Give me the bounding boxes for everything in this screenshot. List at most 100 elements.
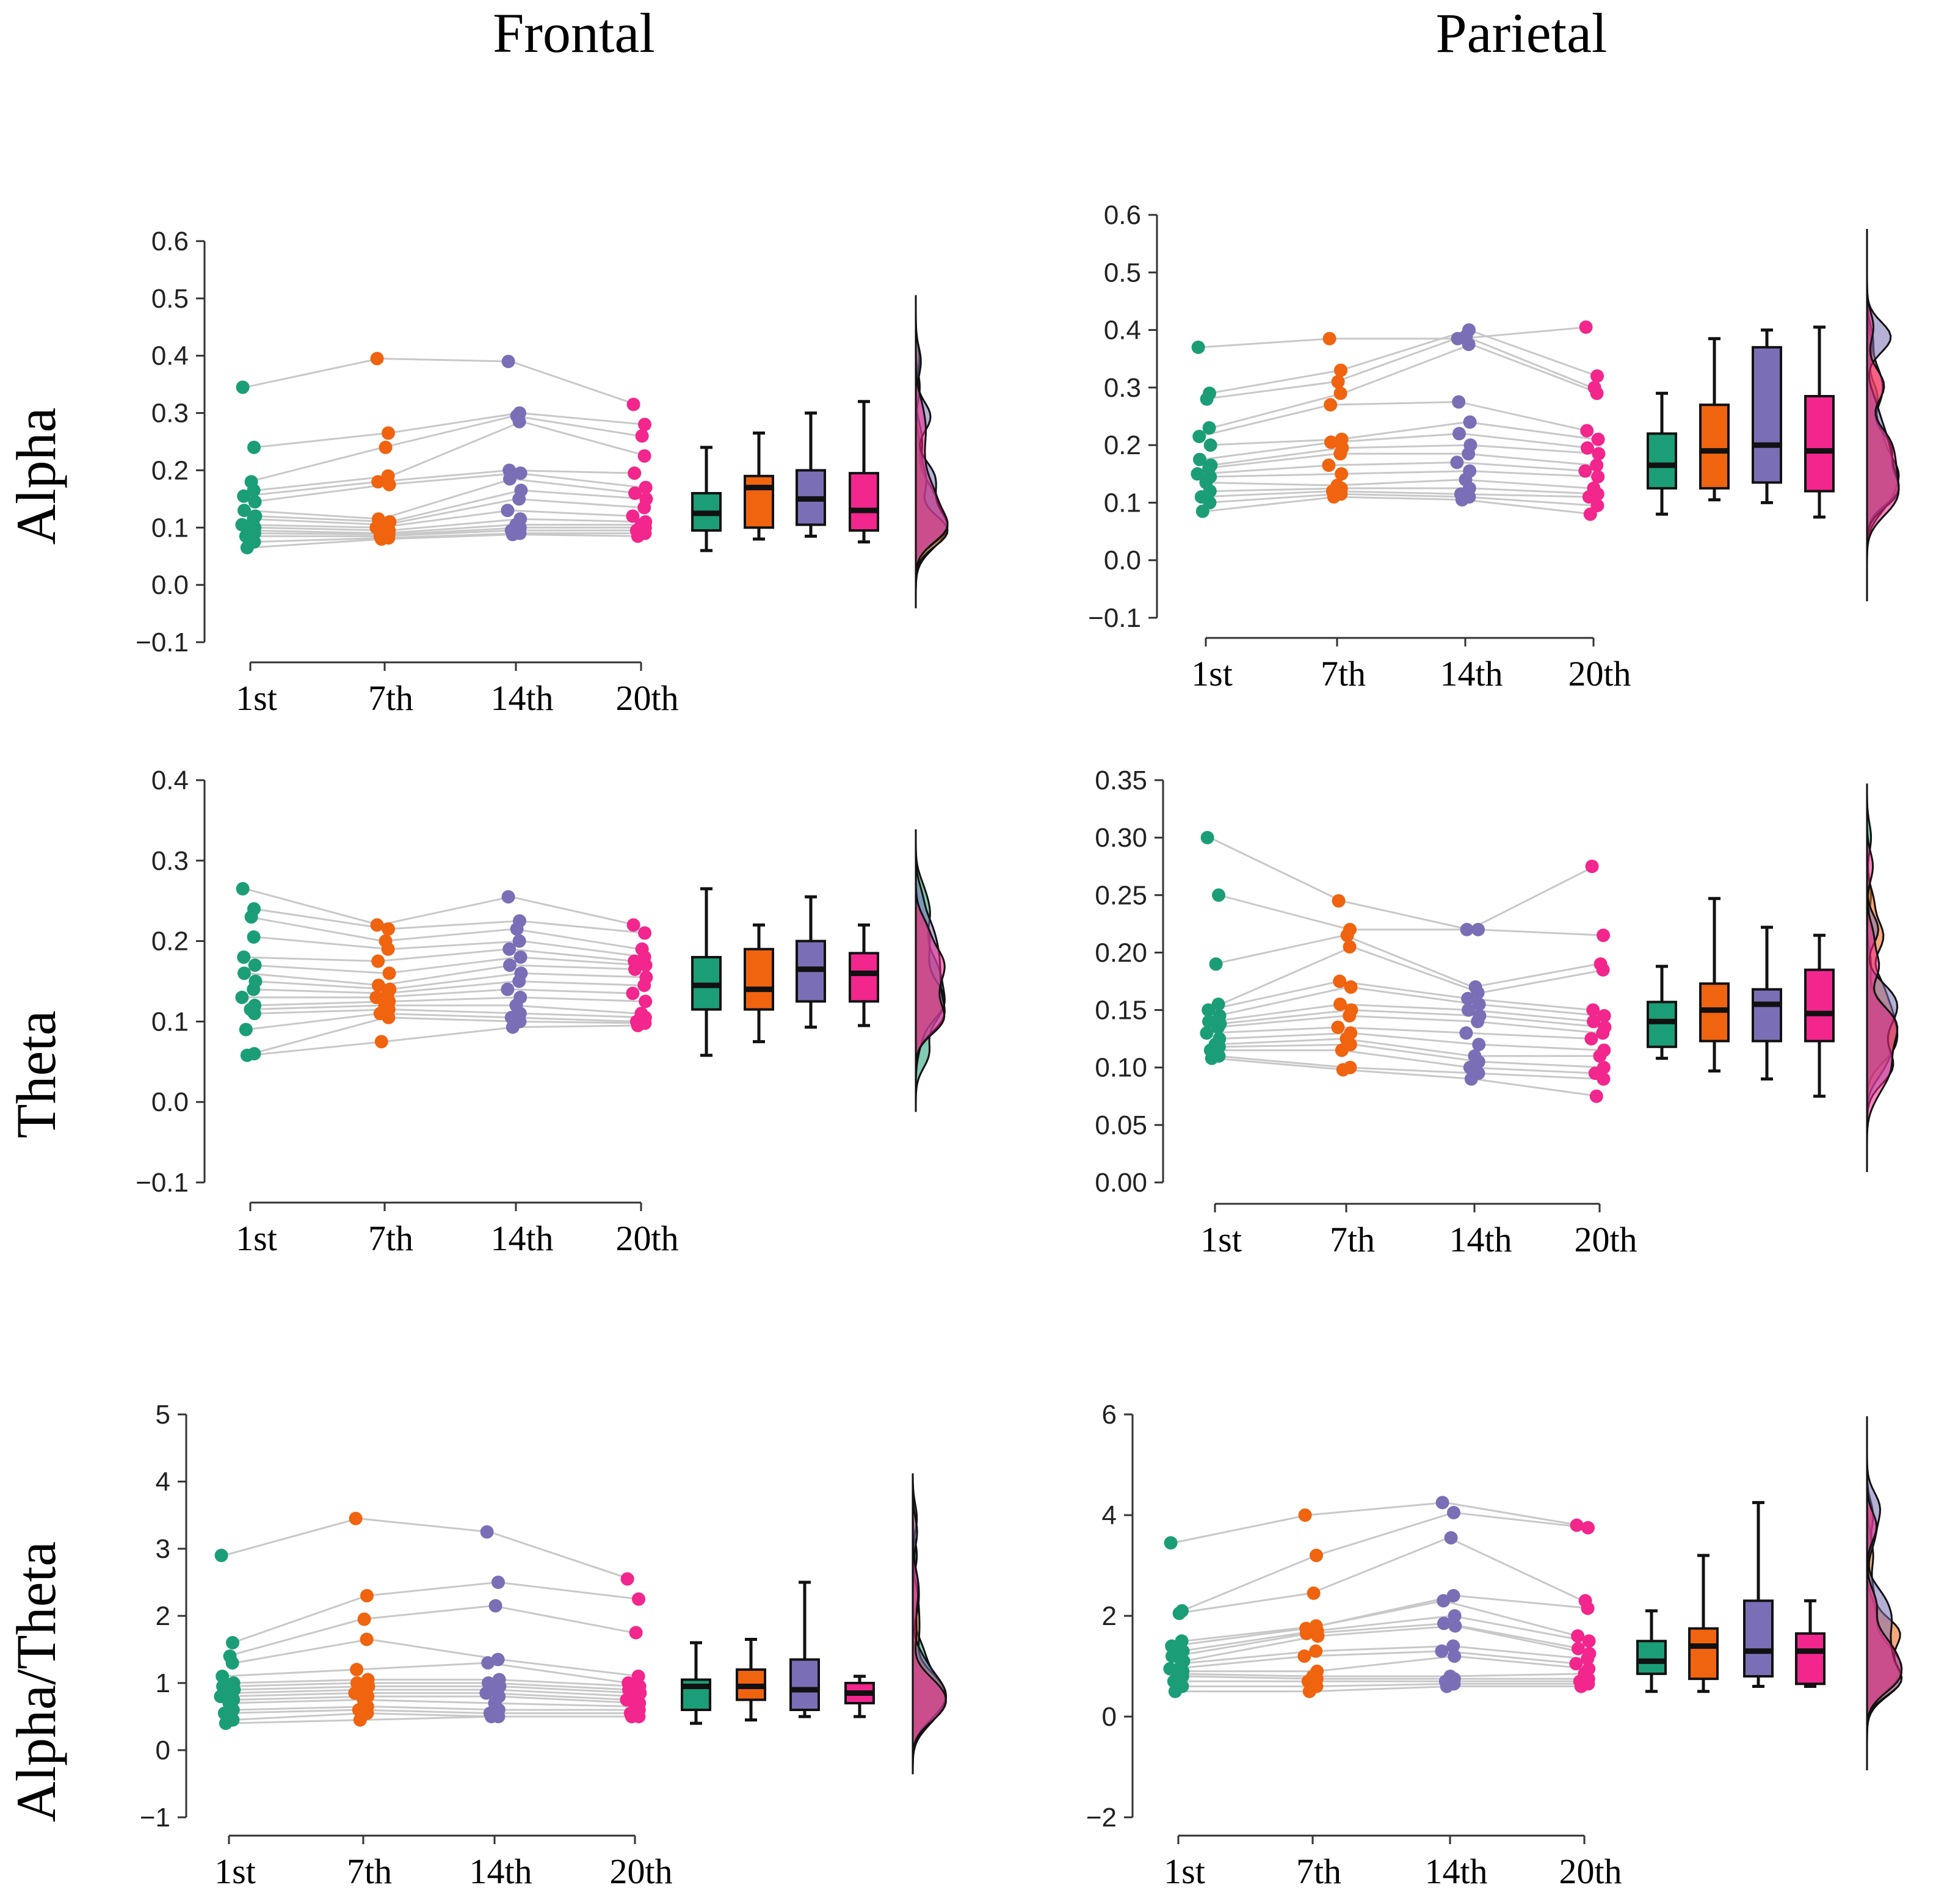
y-tick-label: 0.10 <box>1095 1053 1147 1083</box>
y-tick-label: 0.4 <box>1104 316 1141 346</box>
data-point-14th <box>1464 1072 1478 1086</box>
y-tick-label: 2 <box>156 1601 170 1631</box>
data-point-20th <box>639 994 653 1008</box>
box-1st <box>1647 432 1677 490</box>
data-point-7th <box>1333 974 1347 988</box>
subject-line <box>244 988 636 999</box>
data-point-1st <box>1191 467 1205 481</box>
data-point-20th <box>1569 1657 1583 1671</box>
subject-line <box>227 1698 633 1707</box>
data-point-20th <box>1582 1634 1596 1648</box>
box-20th <box>849 952 879 1003</box>
x-tick-label: 14th <box>1449 1220 1512 1259</box>
y-tick-label: 0.1 <box>151 513 189 543</box>
subject-line <box>1210 470 1598 478</box>
y-tick-label: 4 <box>156 1467 170 1497</box>
y-tick-label: 0.3 <box>151 399 189 429</box>
data-point-1st <box>240 541 254 555</box>
data-point-14th <box>1462 447 1476 461</box>
subject-line <box>245 357 637 405</box>
data-point-1st <box>216 1679 230 1693</box>
data-point-20th <box>628 962 642 976</box>
data-point-14th <box>1435 1644 1449 1658</box>
data-point-14th <box>512 934 526 948</box>
data-point-14th <box>484 1710 498 1723</box>
subject-line <box>1209 328 1598 394</box>
subject-line <box>231 1679 637 1687</box>
data-point-7th <box>353 1713 367 1727</box>
subject-line <box>256 1008 648 1019</box>
data-point-14th <box>1462 1003 1475 1017</box>
data-point-1st <box>1212 888 1225 902</box>
subject-line <box>1214 1057 1600 1098</box>
data-point-20th <box>1597 1008 1611 1023</box>
subject-line <box>1221 1043 1606 1069</box>
data-point-1st <box>1202 421 1216 435</box>
data-point-1st <box>1191 340 1205 354</box>
data-point-14th <box>502 942 517 956</box>
data-point-20th <box>620 1572 634 1586</box>
data-point-20th <box>626 986 640 1001</box>
data-point-20th <box>639 480 653 494</box>
subject-line <box>1205 496 1593 515</box>
data-point-7th <box>1298 1508 1312 1522</box>
y-tick-label: 0 <box>1102 1702 1117 1732</box>
subject-line <box>1209 836 1595 931</box>
data-point-14th <box>1446 1589 1460 1602</box>
subject-line <box>1174 1622 1581 1657</box>
subject-line <box>1211 444 1599 466</box>
data-point-1st <box>240 1048 254 1062</box>
subject-line <box>1176 1673 1583 1678</box>
data-point-1st <box>1172 1606 1186 1620</box>
subject-line <box>1172 1599 1578 1647</box>
y-tick-label: 0.1 <box>1104 488 1141 518</box>
data-point-20th <box>631 529 645 543</box>
subject-line <box>1204 335 1593 400</box>
data-point-7th <box>1309 1644 1323 1658</box>
data-point-1st <box>247 483 261 498</box>
data-point-14th <box>503 958 517 972</box>
subject-line <box>1184 1595 1590 1642</box>
data-point-14th <box>501 982 515 996</box>
data-point-1st <box>244 910 258 924</box>
data-point-7th <box>1340 928 1354 943</box>
data-point-14th <box>1455 493 1469 507</box>
subject-line <box>1183 1655 1589 1673</box>
subject-line <box>246 477 638 520</box>
data-point-7th <box>379 440 393 454</box>
subject-line <box>1213 1038 1598 1057</box>
x-tick-label: 1st <box>236 678 277 718</box>
subject-line <box>1180 1682 1586 1687</box>
data-point-1st <box>1165 1639 1179 1653</box>
y-tick-label: 0.1 <box>151 1007 189 1037</box>
data-point-1st <box>219 1717 233 1730</box>
x-tick-label: 1st <box>1200 1220 1242 1259</box>
subject-line <box>1220 946 1606 1005</box>
data-point-1st <box>1176 1644 1190 1658</box>
subject-line <box>255 972 647 991</box>
subject-line <box>1212 487 1600 495</box>
subject-line <box>223 1692 629 1701</box>
data-point-7th <box>382 1010 396 1024</box>
data-point-7th <box>1335 467 1349 481</box>
subject-line <box>1200 326 1589 349</box>
data-point-1st <box>1195 504 1209 518</box>
data-point-1st <box>237 489 251 503</box>
data-point-20th <box>1597 1072 1611 1086</box>
y-tick-label: 0.0 <box>151 1087 189 1117</box>
data-point-7th <box>1297 1649 1311 1663</box>
data-point-1st <box>235 990 249 1004</box>
y-tick-label: 0.0 <box>1104 546 1141 576</box>
data-point-20th <box>629 1626 643 1640</box>
y-tick-label: 0.20 <box>1095 938 1147 968</box>
data-point-1st <box>247 930 261 944</box>
y-tick-label: 0.25 <box>1095 880 1147 910</box>
data-point-20th <box>1581 441 1594 455</box>
data-point-20th <box>1590 386 1604 400</box>
subject-line <box>248 916 640 950</box>
data-point-20th <box>1581 1601 1595 1615</box>
data-point-14th <box>1447 1505 1460 1519</box>
data-point-7th <box>1343 1008 1357 1023</box>
data-point-1st <box>247 982 261 996</box>
data-point-7th <box>1334 363 1347 377</box>
